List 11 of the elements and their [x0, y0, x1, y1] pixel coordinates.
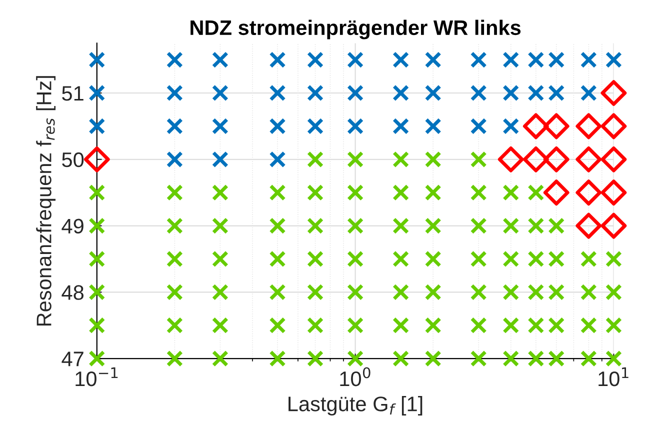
y-tick-label: 47 [62, 352, 84, 366]
y-tick-label: 50 [62, 152, 84, 168]
x-tick-label: 10$^{0}$ [340, 367, 370, 386]
x-tick-label: 10$^{−1}$ [76, 367, 118, 386]
x-axis-title: Lastgüte G$_{f}$ [1] [288, 396, 422, 416]
y-tick-label: 51 [62, 86, 84, 101]
y-tick-label: 49 [62, 218, 84, 234]
y-axis-title: Resonanzfrequenz f$_{res}$ [Hz] [36, 76, 56, 326]
chart-title: NDZ stromeinprägender WR links [190, 20, 521, 40]
y-tick-label: 48 [62, 285, 84, 300]
x-tick-label: 10$^{1}$ [598, 367, 628, 386]
